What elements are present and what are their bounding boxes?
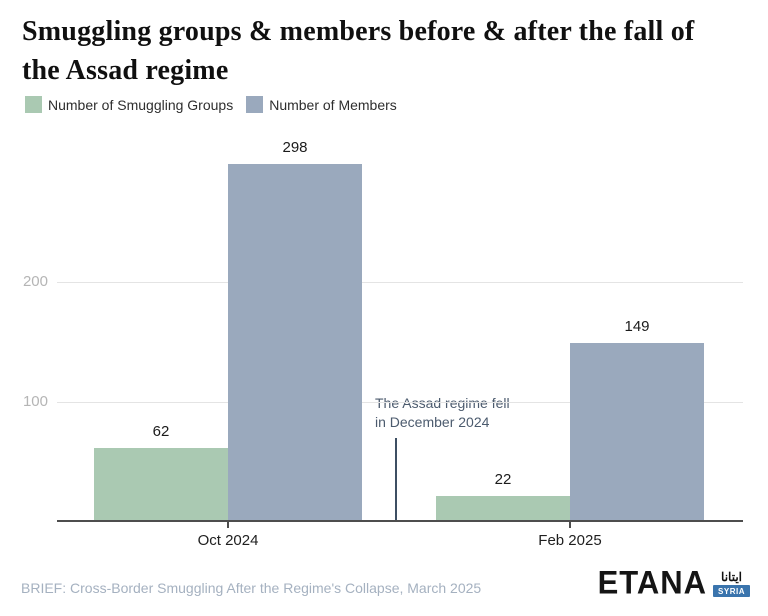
etana-logo-side: ايتانا SYRIA	[713, 571, 750, 597]
syria-badge: SYRIA	[713, 585, 750, 597]
x-axis-label-oct-2024: Oct 2024	[197, 532, 259, 549]
etana-arabic-text: ايتانا	[721, 570, 742, 584]
legend-item-smuggling-groups: Number of Smuggling Groups	[25, 96, 233, 113]
gridline-200	[57, 281, 743, 283]
legend-swatch-blue	[246, 96, 264, 113]
y-axis-label-100: 100	[22, 393, 48, 410]
x-tick-feb-2025	[569, 522, 571, 528]
page-title-line1: Smuggling groups & members before & afte…	[22, 16, 695, 47]
bar-value-number-of-members-oct-2024: 298	[282, 139, 308, 157]
annotation-text: The Assad regime fell in December 2024	[375, 394, 535, 432]
bar-number-of-smuggling-groups-feb-2025	[436, 495, 570, 522]
x-axis-label-feb-2025: Feb 2025	[538, 532, 602, 549]
annotation-text-line2: in December 2024	[375, 414, 490, 430]
legend-label-smuggling-groups: Number of Smuggling Groups	[48, 96, 234, 113]
bar-value-number-of-smuggling-groups-oct-2024: 62	[152, 422, 170, 440]
y-axis-label-200: 200	[22, 273, 48, 290]
bar-value-number-of-smuggling-groups-feb-2025: 22	[494, 470, 512, 488]
etana-logo: ETANA ايتانا SYRIA	[597, 564, 750, 601]
annotation-event-line	[395, 438, 397, 521]
source-note: BRIEF: Cross-Border Smuggling After the …	[21, 580, 482, 596]
gridline-100	[57, 401, 743, 403]
bar-number-of-smuggling-groups-oct-2024	[94, 447, 228, 522]
chart-legend: Number of Smuggling Groups Number of Mem…	[25, 96, 397, 113]
x-axis-line	[57, 520, 743, 522]
etana-wordmark: ETANA	[597, 564, 708, 601]
bar-value-number-of-members-feb-2025: 149	[624, 318, 650, 336]
x-tick-oct-2024	[227, 522, 229, 528]
page-title-line2: the Assad regime	[22, 55, 229, 86]
bar-number-of-members-oct-2024	[228, 164, 362, 522]
legend-item-members: Number of Members	[246, 96, 397, 113]
legend-swatch-green	[25, 96, 42, 113]
bar-number-of-members-feb-2025	[570, 343, 704, 522]
page-title: Smuggling groups & members before & afte…	[22, 12, 762, 90]
annotation-text-line1: The Assad regime fell	[375, 395, 510, 411]
legend-label-members: Number of Members	[269, 96, 397, 113]
